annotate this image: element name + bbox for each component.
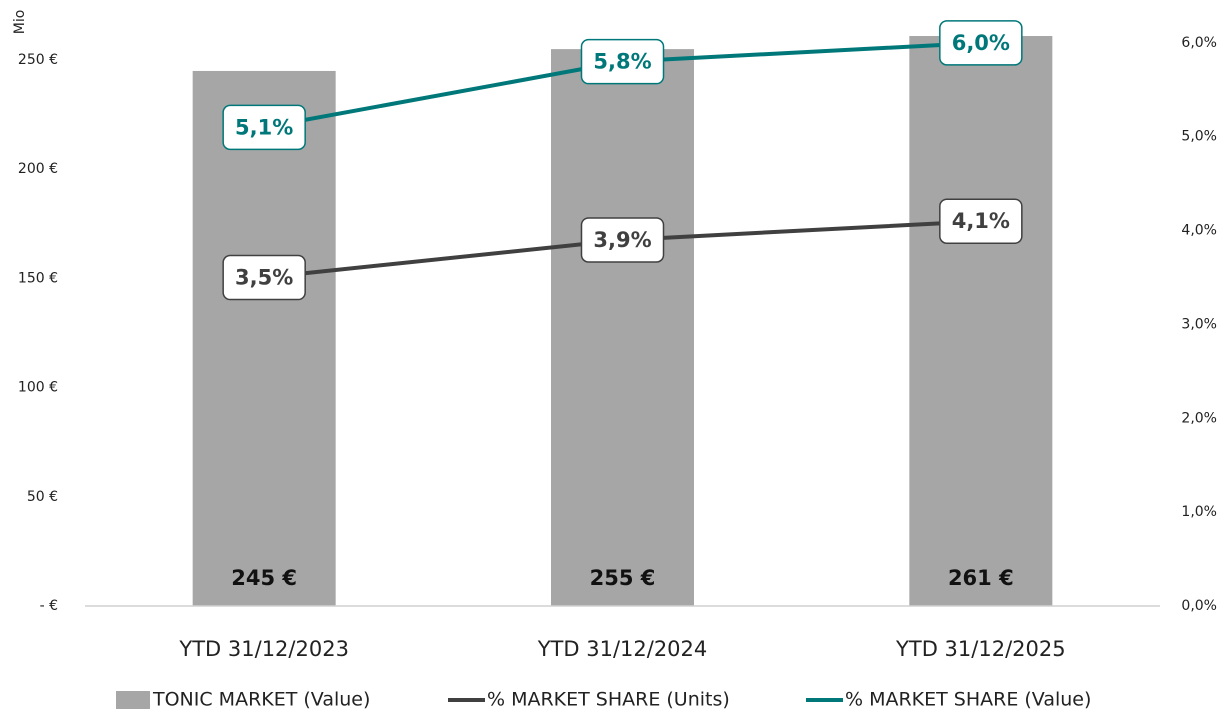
y-tick-label: 200 € xyxy=(18,161,58,177)
label-box xyxy=(580,217,665,263)
y-tick-label: - € xyxy=(40,598,58,614)
legend-label: % MARKET SHARE (Units) xyxy=(487,689,730,711)
x-tick-label: YTD 31/12/2023 xyxy=(178,637,349,661)
y-axis-label: Mio xyxy=(12,10,28,35)
bar-value-label: 261 € xyxy=(948,566,1014,590)
line-value-label: 5,1% xyxy=(235,115,293,139)
x-tick-label: YTD 31/12/2025 xyxy=(895,637,1066,661)
line-value-label: 5,8% xyxy=(593,50,651,74)
y-tick-label: 150 € xyxy=(18,270,58,286)
y2-tick-label: 3,0% xyxy=(1181,316,1217,332)
label-box xyxy=(939,198,1023,244)
line-value-label: 4,1% xyxy=(952,209,1010,233)
label-box xyxy=(222,104,306,151)
bar xyxy=(909,36,1053,606)
legend-swatch xyxy=(116,691,150,709)
y-tick-label: 250 € xyxy=(18,52,58,68)
y-tick-label: 50 € xyxy=(27,489,58,505)
x-tick-label: YTD 31/12/2024 xyxy=(537,637,708,661)
line-value-label: 3,5% xyxy=(235,266,293,290)
bar xyxy=(551,49,694,606)
y2-tick-label: 2,0% xyxy=(1181,410,1217,426)
line-value-label: 3,9% xyxy=(593,228,651,252)
y2-tick-label: 0,0% xyxy=(1181,598,1217,614)
label-box xyxy=(222,254,306,301)
y2-tick-label: 6,0% xyxy=(1181,35,1217,51)
legend-label: % MARKET SHARE (Value) xyxy=(845,689,1091,711)
y2-tick-label: 4,0% xyxy=(1181,223,1217,239)
bar-value-label: 255 € xyxy=(590,566,656,590)
bar xyxy=(192,70,336,606)
bar-value-label: 245 € xyxy=(231,566,297,590)
label-box xyxy=(580,38,665,85)
legend-label: TONIC MARKET (Value) xyxy=(152,689,370,711)
y-tick-label: 100 € xyxy=(18,380,58,396)
label-box xyxy=(939,20,1023,66)
y2-tick-label: 5,0% xyxy=(1181,129,1217,145)
line-value-label: 6,0% xyxy=(952,31,1010,55)
y2-tick-label: 1,0% xyxy=(1181,504,1217,520)
